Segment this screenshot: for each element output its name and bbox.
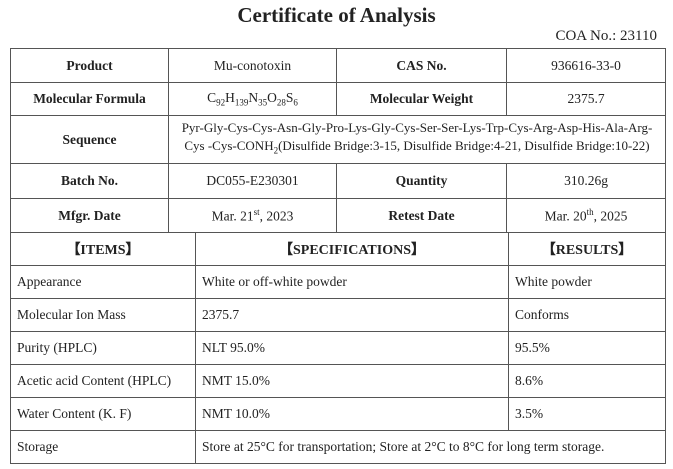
sequence-text: Pyr-Gly-Cys-Cys-Asn-Gly-Pro-Lys-Gly-Cys-… <box>181 120 653 154</box>
value: 936616-33-0 <box>506 48 666 83</box>
label: Mfgr. Date <box>10 198 169 233</box>
result: White powder <box>508 265 666 299</box>
date-part: Mar. 21 <box>211 208 254 224</box>
spec: NLT 95.0% <box>195 331 509 365</box>
spec: NMT 15.0% <box>195 364 509 398</box>
element: H <box>225 90 235 106</box>
label: Sequence <box>10 115 169 164</box>
item: Purity (HPLC) <box>10 331 196 365</box>
date: Mar. 20th, 2025 <box>506 198 666 233</box>
label: Molecular Formula <box>10 82 169 116</box>
info-table: Product Mu-conotoxin CAS No. 936616-33-0 Mo… <box>10 48 666 233</box>
result: 8.6% <box>508 364 666 398</box>
ordinal: th <box>586 206 594 217</box>
label: Molecular Weight <box>336 82 507 116</box>
date: Mar. 21st, 2023 <box>168 198 337 233</box>
result: Conforms <box>508 298 666 332</box>
label: Retest Date <box>336 198 507 233</box>
sequence: Pyr-Gly-Cys-Cys-Asn-Gly-Pro-Lys-Gly-Cys-… <box>168 115 666 164</box>
count: 6 <box>293 97 298 108</box>
value: 2375.7 <box>506 82 666 116</box>
coa-number: COA No.: 23110 <box>555 28 657 44</box>
count: 92 <box>216 97 226 108</box>
header: 【SPECIFICATIONS】 <box>195 232 509 266</box>
sequence-text: (Disulfide Bridge:3-15, Disulfide Bridge… <box>278 138 650 154</box>
label: CAS No. <box>336 48 507 83</box>
count: 35 <box>258 97 268 108</box>
spec: Store at 25°C for transportation; Store … <box>195 430 666 464</box>
count: 28 <box>276 97 286 108</box>
header: 【RESULTS】 <box>508 232 666 266</box>
element: S <box>285 90 294 106</box>
formula: C92H139N35O28S6 <box>168 82 337 116</box>
item: Acetic acid Content (HPLC) <box>10 364 196 398</box>
date-part: , 2023 <box>259 208 294 224</box>
result: 3.5% <box>508 397 666 431</box>
results-table: 【ITEMS】 【SPECIFICATIONS】 【RESULTS】 Appeara… <box>10 232 666 464</box>
value: 310.26g <box>506 163 666 199</box>
ordinal: st <box>253 206 260 217</box>
title: Certificate of Analysis <box>237 3 436 27</box>
result: 95.5% <box>508 331 666 365</box>
spec: NMT 10.0% <box>195 397 509 431</box>
spec: White or off-white powder <box>195 265 509 299</box>
element: C <box>207 90 217 106</box>
item: Water Content (K. F) <box>10 397 196 431</box>
element: N <box>248 90 259 106</box>
date-part: , 2025 <box>593 208 628 224</box>
item: Appearance <box>10 265 196 299</box>
spec: 2375.7 <box>195 298 509 332</box>
item: Storage <box>10 430 196 464</box>
label: Product <box>10 48 169 83</box>
count: 139 <box>234 97 249 108</box>
element: O <box>267 90 277 106</box>
label: Batch No. <box>10 163 169 199</box>
value: Mu-conotoxin <box>168 48 337 83</box>
date-part: Mar. 20 <box>544 208 587 224</box>
label: Quantity <box>336 163 507 199</box>
header: 【ITEMS】 <box>10 232 196 266</box>
subscript: 2 <box>273 145 279 156</box>
value: DC055-E230301 <box>168 163 337 199</box>
item: Molecular Ion Mass <box>10 298 196 332</box>
